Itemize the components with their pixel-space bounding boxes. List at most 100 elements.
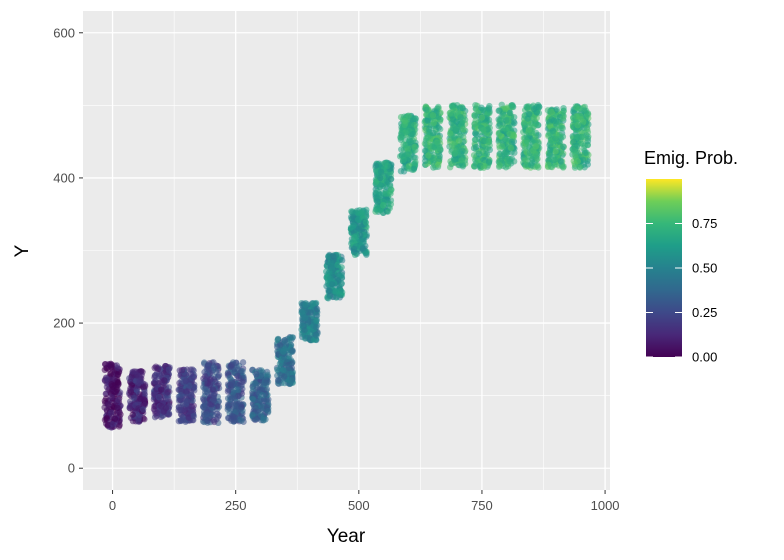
data-point xyxy=(553,106,560,113)
data-point xyxy=(534,121,542,129)
data-point xyxy=(226,374,234,382)
x-tick-label: 0 xyxy=(109,498,116,513)
data-point xyxy=(556,131,563,139)
data-point xyxy=(429,142,436,150)
legend-tick-label: 0.00 xyxy=(692,350,717,365)
data-point xyxy=(523,133,530,141)
data-point xyxy=(506,130,514,138)
data-point xyxy=(483,145,490,152)
data-point xyxy=(406,137,413,144)
data-point xyxy=(329,281,336,288)
data-point xyxy=(104,401,112,408)
data-point xyxy=(154,409,161,417)
data-points xyxy=(101,101,592,431)
data-point xyxy=(362,219,370,226)
data-point xyxy=(129,411,136,418)
data-point xyxy=(307,309,314,316)
data-point xyxy=(264,371,271,379)
data-point xyxy=(549,130,557,138)
data-point xyxy=(560,104,567,112)
data-point xyxy=(451,133,458,141)
x-tick-label: 1000 xyxy=(591,498,620,513)
data-point xyxy=(136,377,143,384)
data-point xyxy=(289,347,296,354)
legend-tick-label: 0.50 xyxy=(692,261,717,276)
data-point xyxy=(584,128,592,136)
data-point xyxy=(458,157,465,164)
data-point xyxy=(263,377,270,384)
data-point xyxy=(373,178,380,185)
data-point xyxy=(485,158,493,165)
data-point xyxy=(412,147,419,154)
data-point xyxy=(203,388,211,395)
data-point xyxy=(357,223,365,230)
data-point xyxy=(429,112,437,119)
data-point xyxy=(326,268,333,276)
data-point xyxy=(407,121,415,128)
data-point xyxy=(451,150,459,157)
data-point xyxy=(472,143,480,151)
data-point xyxy=(530,147,537,154)
data-point xyxy=(107,371,114,378)
data-point xyxy=(546,150,554,157)
x-axis: 0 250 500 750 1000 xyxy=(109,490,620,513)
data-point xyxy=(581,149,589,156)
data-point xyxy=(425,152,432,159)
data-point xyxy=(379,202,387,209)
data-point xyxy=(325,287,332,294)
data-point xyxy=(251,380,259,387)
data-point xyxy=(236,406,243,413)
data-point xyxy=(301,327,308,334)
x-tick-label: 750 xyxy=(471,498,493,513)
data-point xyxy=(224,406,231,413)
data-point xyxy=(210,364,218,371)
data-point xyxy=(505,157,512,165)
data-point xyxy=(275,376,282,384)
data-point xyxy=(581,107,588,114)
data-point xyxy=(329,252,337,260)
data-point xyxy=(177,417,184,424)
data-point xyxy=(325,295,332,302)
data-point xyxy=(186,382,193,389)
data-point xyxy=(423,106,430,114)
data-point xyxy=(224,401,232,408)
data-point xyxy=(424,134,432,141)
data-point xyxy=(398,129,405,137)
data-point xyxy=(410,115,417,122)
data-point xyxy=(302,314,309,321)
data-point xyxy=(209,386,217,394)
data-point xyxy=(508,138,515,146)
data-point xyxy=(372,162,379,169)
data-point xyxy=(281,373,288,380)
data-point xyxy=(385,200,392,207)
data-point xyxy=(114,364,121,371)
data-point xyxy=(102,361,109,368)
data-point xyxy=(141,391,148,398)
data-point xyxy=(181,406,188,413)
data-point xyxy=(374,198,381,205)
data-point xyxy=(446,130,454,137)
data-point xyxy=(450,104,457,112)
data-point xyxy=(535,164,542,171)
data-point xyxy=(151,364,158,372)
data-point xyxy=(472,117,479,125)
data-point xyxy=(503,117,510,124)
data-point xyxy=(522,157,529,164)
x-tick-label: 250 xyxy=(225,498,247,513)
data-point xyxy=(574,158,581,165)
x-axis-title: Year xyxy=(327,526,366,547)
data-point xyxy=(528,129,536,136)
data-point xyxy=(281,337,289,344)
legend-tick-label: 0.25 xyxy=(692,305,717,320)
data-point xyxy=(402,142,409,149)
data-point xyxy=(200,403,207,410)
x-tick-label: 500 xyxy=(348,498,370,513)
data-point xyxy=(249,391,256,398)
data-point xyxy=(580,133,587,141)
data-point xyxy=(111,388,118,396)
y-tick-label: 200 xyxy=(53,316,75,331)
data-point xyxy=(338,257,346,264)
data-point xyxy=(576,164,584,171)
data-point xyxy=(251,415,259,423)
